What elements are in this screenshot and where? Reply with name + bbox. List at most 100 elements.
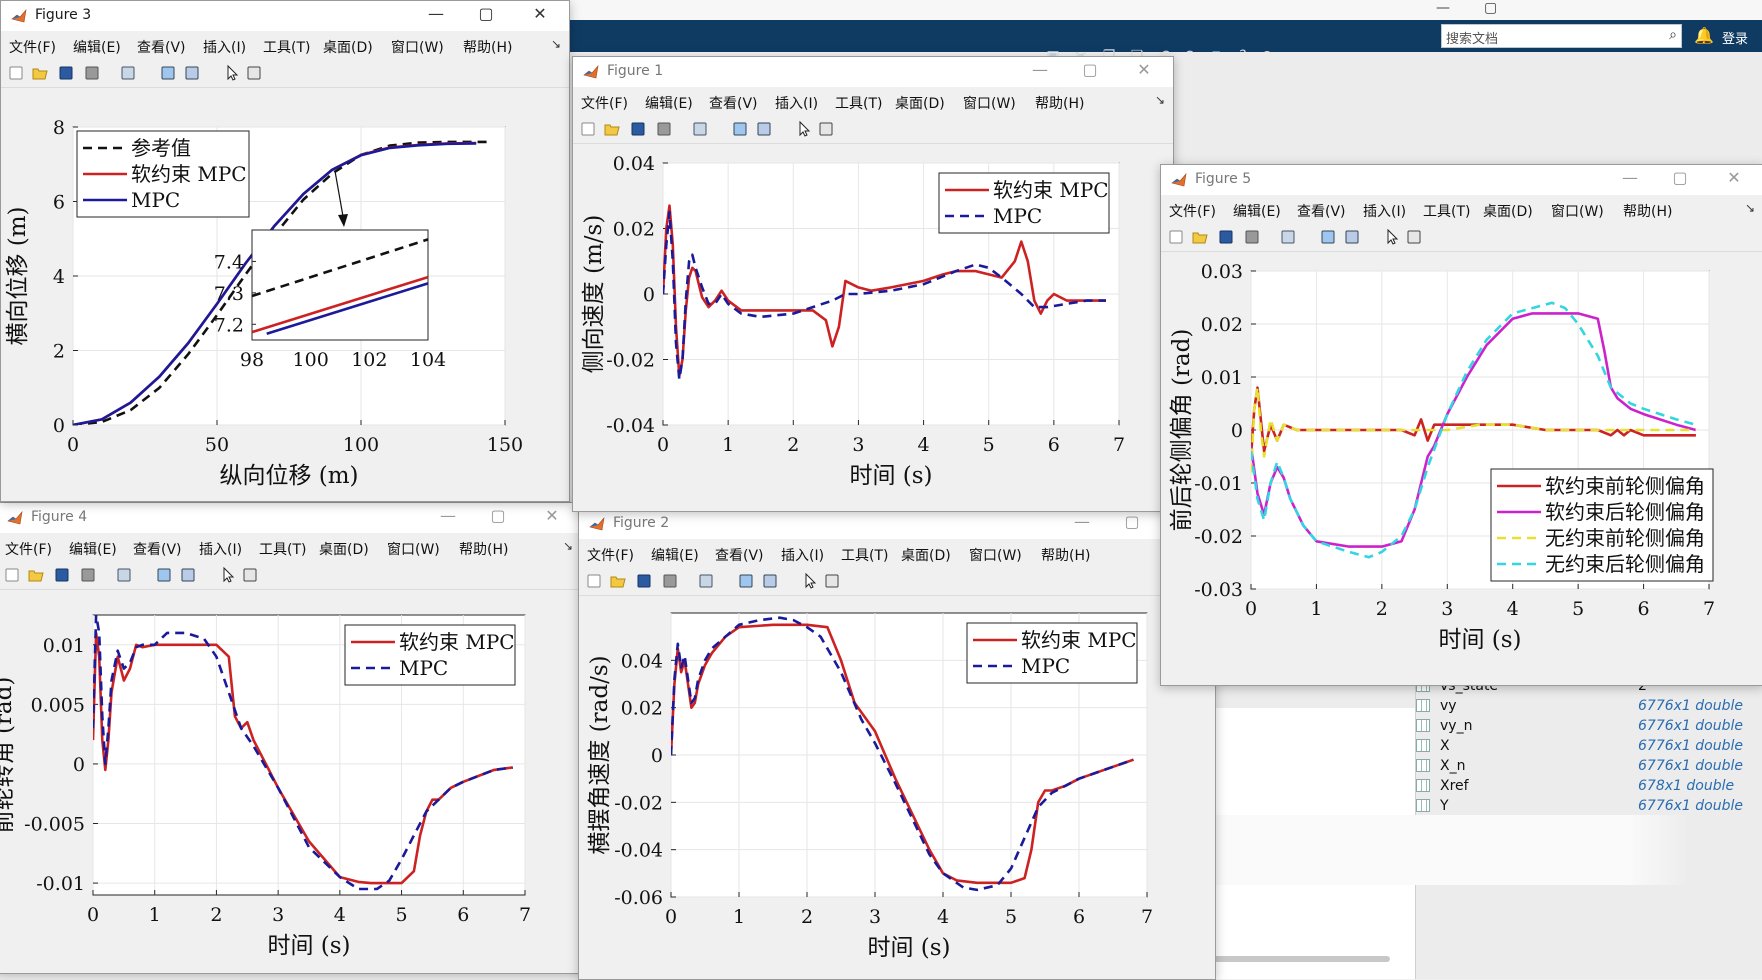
menu-item[interactable]: 桌面(D)	[901, 548, 951, 564]
colorbar-icon[interactable]	[155, 566, 173, 584]
workspace-row[interactable]: X 6776x1 double	[1416, 736, 1762, 756]
minimize-button[interactable]: —	[440, 506, 456, 525]
menu-item[interactable]: 帮助(H)	[1035, 96, 1085, 112]
menu-item[interactable]: 查看(V)	[133, 542, 182, 558]
bell-icon[interactable]: 🔔	[1694, 26, 1714, 45]
menu-item[interactable]: 工具(T)	[1423, 204, 1471, 220]
plot-canvas[interactable]: 0 1 2 3 4 5 6 7 -0.06 -0.04 -0.02 0 0.02 0.04 时间 (s) 横摆…	[579, 597, 1215, 977]
menu-item[interactable]: 工具(T)	[841, 548, 889, 564]
menu-overflow-icon[interactable]: ↘	[562, 539, 573, 553]
maximize-button[interactable]: ▢	[1082, 60, 1098, 79]
menu-item[interactable]: 文件(F)	[581, 96, 628, 112]
print-icon[interactable]	[83, 64, 101, 82]
workspace-row[interactable]: X_n 6776x1 double	[1416, 756, 1762, 776]
pointer-icon[interactable]	[795, 120, 813, 138]
menu-item[interactable]: 帮助(H)	[463, 40, 513, 56]
save-icon[interactable]	[629, 120, 647, 138]
workspace-row[interactable]: Xref 678x1 double	[1416, 776, 1762, 796]
legend-icon[interactable]	[761, 572, 779, 590]
close-button[interactable]: ✕	[1137, 60, 1151, 79]
close-button[interactable]: ✕	[545, 506, 559, 525]
search-documentation-input[interactable]: 搜索文档 ⌕	[1441, 24, 1682, 48]
desktop-minimize-button[interactable]: —	[1436, 0, 1450, 16]
figure-1-window[interactable]: Figure 1 — ▢ ✕ 文件(F) 编辑(E) 查看(V) 插入(I) 工具(T) 桌面(D…	[572, 56, 1174, 512]
legend-box[interactable]	[938, 172, 1110, 234]
window-titlebar[interactable]: Figure 3 — ▢ ✕	[1, 1, 569, 31]
menu-item[interactable]: 帮助(H)	[1041, 548, 1091, 564]
menu-item[interactable]: 查看(V)	[709, 96, 758, 112]
property-editor-icon[interactable]	[817, 120, 835, 138]
menu-item[interactable]: 工具(T)	[835, 96, 883, 112]
colorbar-icon[interactable]	[731, 120, 749, 138]
workspace-row[interactable]: Y 6776x1 double	[1416, 796, 1762, 816]
colorbar-icon[interactable]	[1319, 228, 1337, 246]
link-plot-icon[interactable]	[119, 64, 137, 82]
menu-item[interactable]: 桌面(D)	[319, 542, 369, 558]
close-button[interactable]: ✕	[533, 4, 547, 23]
workspace-row[interactable]: vy_n 6776x1 double	[1416, 716, 1762, 736]
legend-icon[interactable]	[755, 120, 773, 138]
print-icon[interactable]	[661, 572, 679, 590]
save-icon[interactable]	[635, 572, 653, 590]
close-button[interactable]: ✕	[1727, 168, 1741, 187]
menu-item[interactable]: 文件(F)	[587, 548, 634, 564]
property-editor-icon[interactable]	[1405, 228, 1423, 246]
menu-overflow-icon[interactable]: ↘	[550, 37, 561, 51]
menu-item[interactable]: 窗口(W)	[391, 40, 444, 56]
link-plot-icon[interactable]	[115, 566, 133, 584]
menu-item[interactable]: 编辑(E)	[69, 542, 117, 558]
minimize-button[interactable]: —	[428, 4, 444, 23]
menu-item[interactable]: 工具(T)	[263, 40, 311, 56]
print-icon[interactable]	[79, 566, 97, 584]
desktop-maximize-button[interactable]: ▢	[1484, 0, 1498, 16]
maximize-button[interactable]: ▢	[1124, 512, 1140, 531]
save-icon[interactable]	[1217, 228, 1235, 246]
new-figure-icon[interactable]	[1167, 228, 1185, 246]
menu-item[interactable]: 插入(I)	[775, 96, 819, 112]
minimize-button[interactable]: —	[1622, 168, 1638, 187]
open-file-icon[interactable]	[31, 64, 49, 82]
minimize-button[interactable]: —	[1074, 512, 1090, 531]
open-file-icon[interactable]	[609, 572, 627, 590]
menu-item[interactable]: 编辑(E)	[651, 548, 699, 564]
plot-canvas[interactable]: 0 1 2 3 4 5 6 7 -0.03 -0.02 -0.01 0 0.01 0.02 0.03 时间 (…	[1161, 253, 1762, 683]
menu-item[interactable]: 查看(V)	[715, 548, 764, 564]
menu-item[interactable]: 桌面(D)	[895, 96, 945, 112]
property-editor-icon[interactable]	[245, 64, 263, 82]
save-icon[interactable]	[57, 64, 75, 82]
plot-canvas[interactable]: 0 1 2 3 4 5 6 7 -0.01 -0.005 0 0.005 0.01 时间 (s) 前轮转角 …	[0, 591, 581, 971]
menu-item[interactable]: 帮助(H)	[1623, 204, 1673, 220]
menu-item[interactable]: 桌面(D)	[323, 40, 373, 56]
menu-item[interactable]: 插入(I)	[781, 548, 825, 564]
open-file-icon[interactable]	[27, 566, 45, 584]
pointer-icon[interactable]	[1383, 228, 1401, 246]
figure-5-window[interactable]: Figure 5 — ▢ ✕ 文件(F) 编辑(E) 查看(V) 插入(I) 工具(T) 桌面(D…	[1160, 164, 1762, 686]
window-titlebar[interactable]: Figure 4 — ▢ ✕	[0, 503, 581, 533]
pointer-icon[interactable]	[801, 572, 819, 590]
plot-canvas[interactable]: 0 1 2 3 4 5 6 7 -0.04 -0.02 0 0.02 0.04 时间 (s) 侧向速度 (m…	[573, 145, 1173, 507]
legend-icon[interactable]	[183, 64, 201, 82]
new-figure-icon[interactable]	[7, 64, 25, 82]
print-icon[interactable]	[655, 120, 673, 138]
figure-3-window[interactable]: Figure 3 — ▢ ✕ 文件(F) 编辑(E) 查看(V) 插入(I) 工具(T) 桌面(D…	[0, 0, 570, 502]
menu-item[interactable]: 窗口(W)	[387, 542, 440, 558]
window-titlebar[interactable]: Figure 2—▢✕	[579, 509, 1215, 539]
link-plot-icon[interactable]	[1279, 228, 1297, 246]
menu-item[interactable]: 编辑(E)	[1233, 204, 1281, 220]
menu-item[interactable]: 文件(F)	[5, 542, 52, 558]
colorbar-icon[interactable]	[737, 572, 755, 590]
menu-item[interactable]: 插入(I)	[1363, 204, 1407, 220]
save-icon[interactable]	[53, 566, 71, 584]
menu-item[interactable]: 帮助(H)	[459, 542, 509, 558]
menu-item[interactable]: 编辑(E)	[645, 96, 693, 112]
menu-item[interactable]: 窗口(W)	[969, 548, 1022, 564]
menu-overflow-icon[interactable]: ↘	[1744, 201, 1755, 215]
menu-item[interactable]: 文件(F)	[9, 40, 56, 56]
menu-overflow-icon[interactable]: ↘	[1154, 93, 1165, 107]
property-editor-icon[interactable]	[241, 566, 259, 584]
new-figure-icon[interactable]	[585, 572, 603, 590]
new-figure-icon[interactable]	[579, 120, 597, 138]
figure-4-window[interactable]: Figure 4 — ▢ ✕ 文件(F) 编辑(E) 查看(V) 插入(I) 工具(T) 桌面(D…	[0, 502, 582, 974]
link-plot-icon[interactable]	[697, 572, 715, 590]
